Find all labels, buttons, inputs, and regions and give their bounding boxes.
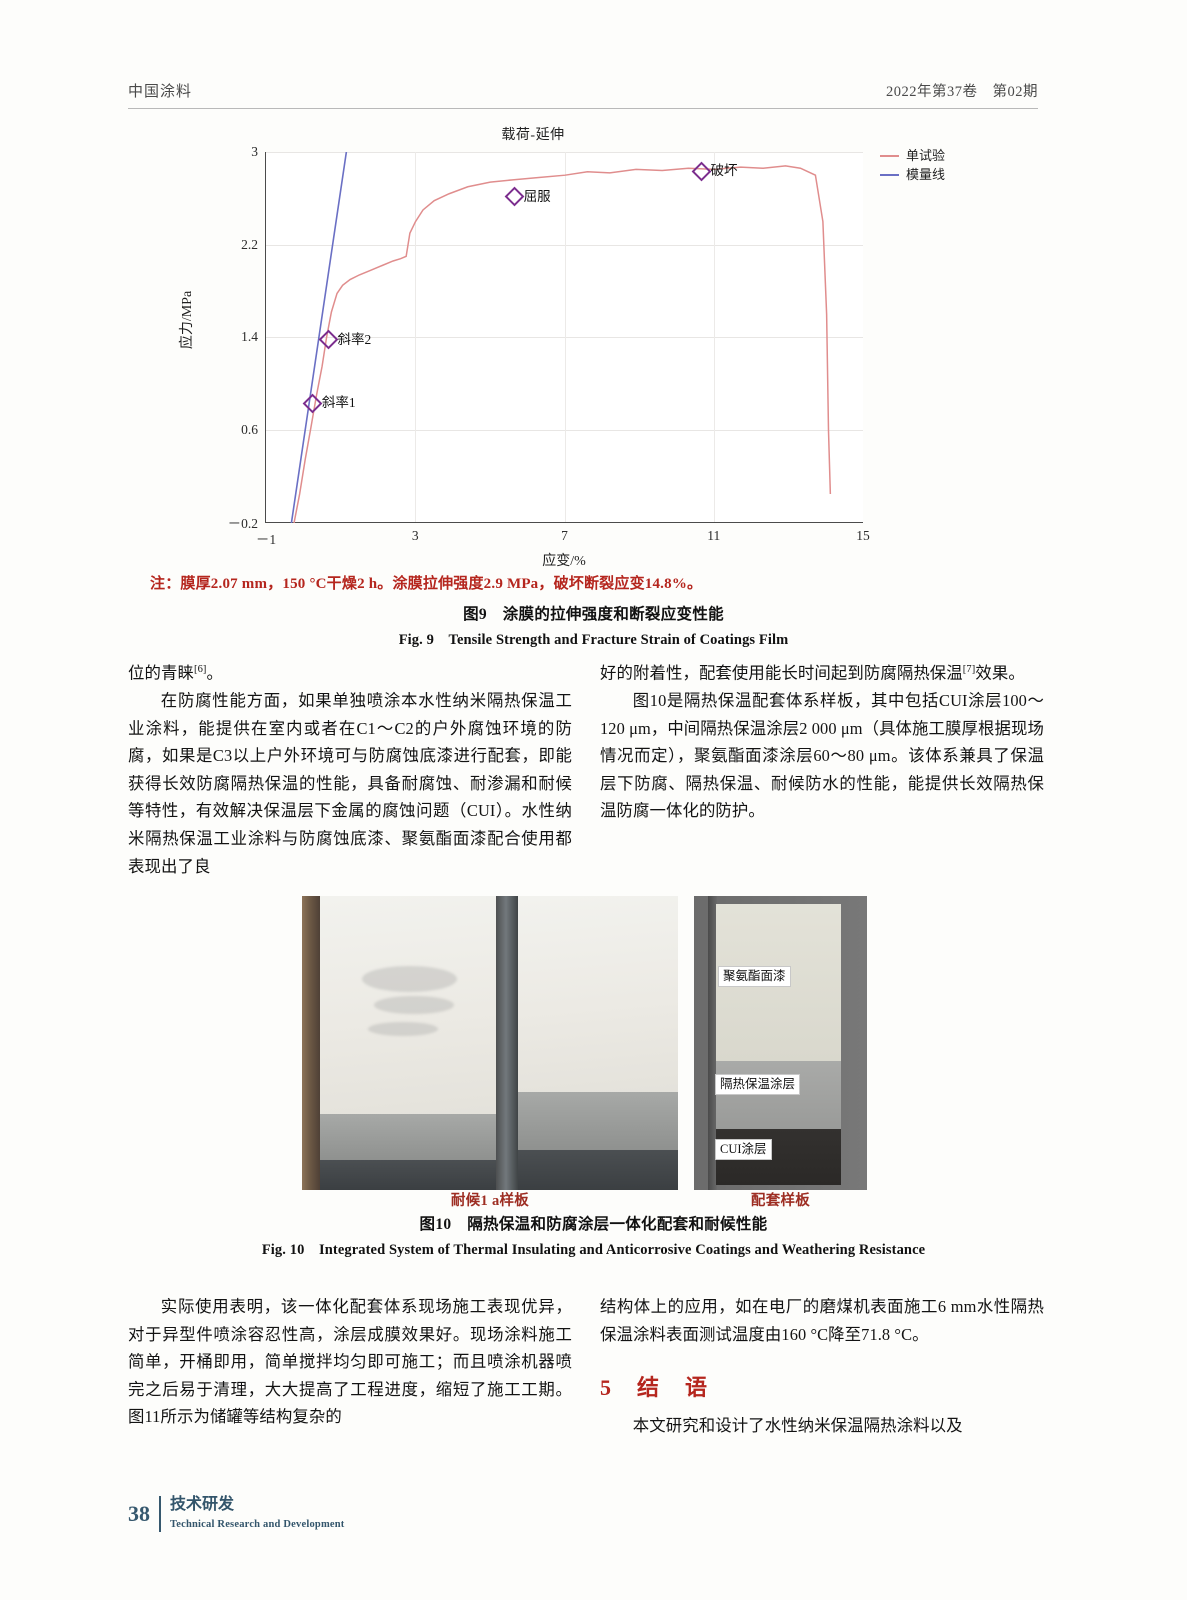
section-heading-conclusion: 5 结 语 [600,1375,710,1400]
footer-divider [159,1495,161,1532]
chart-legend: 单试验 模量线 [880,146,945,184]
figure-10-caption-en: Fig. 10 Integrated System of Thermal Ins… [261,1242,926,1258]
photo-substrate-edge [708,896,717,1190]
chart-title: 载荷-延伸 [501,128,565,143]
chart-annotation-label: 斜率2 [337,331,372,347]
y-tick-label: －0.2 [227,516,258,531]
chart-x-axis-label: 应变/% [542,554,586,569]
running-head: 中国涂料 2022年第37卷 第02期 [128,80,1038,101]
photo-scuff-mark [362,966,457,992]
figure-10-photo-caption-right: 配套样板 [750,1193,811,1209]
photo-dark-band-right [518,1150,678,1190]
figure-9-chart: 载荷-延伸 应力/MPa 应变/% 单试验 模量线 3 2 [128,120,1058,569]
paragraph: 在防腐性能方面，如果单独喷涂本水性纳米隔热保温工业涂料，能提供在室内或者在C1～… [128,691,572,876]
photo-white-coating-right [518,896,678,1092]
paragraph: 结构体上的应用，如在电厂的磨煤机表面施工6 mm水性隔热保温涂料表面测试温度由1… [600,1297,1044,1344]
photo-label-cui: CUI涂层 [715,1139,772,1160]
figure-9-caption-en: Fig. 9 Tensile Strength and Fracture Str… [398,632,789,648]
figure-10-caption-cn: 图10 隔热保温和防腐涂层一体化配套和耐候性能 [419,1216,768,1233]
x-tick-label: 11 [707,528,721,543]
body-bottom-right-tail: 本文研究和设计了水性纳米保温隔热涂料以及 [600,1412,1044,1440]
legend-swatch-blue [880,173,899,176]
body-bottom-left-column: 实际使用表明，该一体化配套体系现场施工表现优异，对于异型件喷涂容忍性高，涂层成膜… [128,1293,572,1431]
figure-10-photos: 聚氨酯面漆 隔热保温涂层 CUI涂层 [302,896,867,1190]
y-tick-label: 0.6 [241,421,258,437]
chart-annotation-label: 破坏 [710,163,738,179]
photo-dark-band-left [320,1160,496,1190]
chart-plot-area: 3 2.2 1.4 0.6 －0.2 －1 3 7 11 15 斜率1 斜率2 屈服… [228,144,870,547]
page-number: 38 [128,1500,150,1526]
y-tick-label: 1.4 [241,329,258,344]
gridline-x [415,152,417,522]
gridline-x [713,152,715,522]
figure-9-note: 注：膜厚2.07 mm，150 °C干燥2 h。涂膜拉伸强度2.9 MPa，破坏… [150,576,703,592]
legend-label-single-test: 单试验 [906,148,946,163]
x-tick-label: 15 [856,528,870,543]
page-footer: 38 技术研发 Technical Research and Developme… [128,1495,345,1532]
x-tick-label: 3 [411,528,419,543]
y-tick-label: 2.2 [241,236,258,252]
legend-item-single-test: 单试验 [880,146,945,165]
chart-annotation-label: 屈服 [523,188,551,204]
chart-annotation-label: 斜率1 [321,395,356,411]
body-top-left-column: 位的青睐[6]。 在防腐性能方面，如果单独喷涂本水性纳米隔热保温工业涂料，能提供… [128,656,572,880]
legend-item-modulus-line: 模量线 [880,165,945,184]
chart-y-axis-label: 应力/MPa [180,290,195,350]
photo-scuff-mark [374,996,454,1014]
photo-grey-band-right [518,1092,678,1150]
reference-marker: [7] [962,664,976,675]
issue-info: 2022年第37卷 第02期 [886,84,1038,100]
chart-marker-diamond [318,329,335,346]
y-tick-label: 3 [251,144,258,159]
footer-title-en: Technical Research and Development [170,1519,345,1530]
body-top-right-column: 好的附着性，配套使用能长时间起到防腐隔热保温[7]效果。 图10是隔热保温配套体… [600,656,1044,825]
body-bottom-right-column: 结构体上的应用，如在电厂的磨煤机表面施工6 mm水性隔热保温涂料表面测试温度由1… [600,1293,1044,1348]
paragraph: 实际使用表明，该一体化配套体系现场施工表现优异，对于异型件喷涂容忍性高，涂层成膜… [128,1297,572,1427]
chart-marker-diamond [691,161,708,178]
chart-marker-diamond [504,186,521,203]
photo-scuff-mark [368,1022,438,1036]
gridline-x [564,152,566,522]
paragraph: 本文研究和设计了水性纳米保温隔热涂料以及 [632,1416,963,1435]
paragraph: 位的青睐[6]。 [128,663,224,683]
reference-marker: [6] [193,664,207,675]
x-tick-label: －1 [255,532,277,547]
photo-coating-system-sample: 聚氨酯面漆 隔热保温涂层 CUI涂层 [694,896,867,1190]
photo-center-divider [496,896,518,1190]
x-tick-label: 7 [561,528,568,543]
photo-weathering-panel [302,896,678,1190]
paragraph: 图10是隔热保温配套体系样板，其中包括CUI涂层100～120 μm，中间隔热保… [600,691,1044,821]
footer-section-name: 技术研发 Technical Research and Development [170,1495,345,1532]
photo-layer-insulation [716,1061,841,1129]
paragraph: 好的附着性，配套使用能长时间起到防腐隔热保温[7]效果。 [600,663,1025,683]
photo-rust-edge-left [302,896,320,1190]
photo-label-insulation: 隔热保温涂层 [715,1074,801,1095]
photo-label-topcoat: 聚氨酯面漆 [718,966,791,987]
legend-swatch-red [880,154,899,157]
figure-10-photo-caption-left: 耐候1 a样板 [450,1193,530,1209]
footer-title-cn: 技术研发 [170,1496,235,1513]
figure-9-caption-cn: 图9 涂膜的拉伸强度和断裂应变性能 [463,606,724,623]
legend-label-modulus-line: 模量线 [906,167,946,182]
header-rule [128,108,1038,109]
photo-white-coating-left [320,896,496,1114]
chart-marker-diamond [302,393,319,410]
single-test-series [293,165,832,523]
journal-name: 中国涂料 [128,84,193,100]
photo-grey-band-left [320,1114,496,1160]
